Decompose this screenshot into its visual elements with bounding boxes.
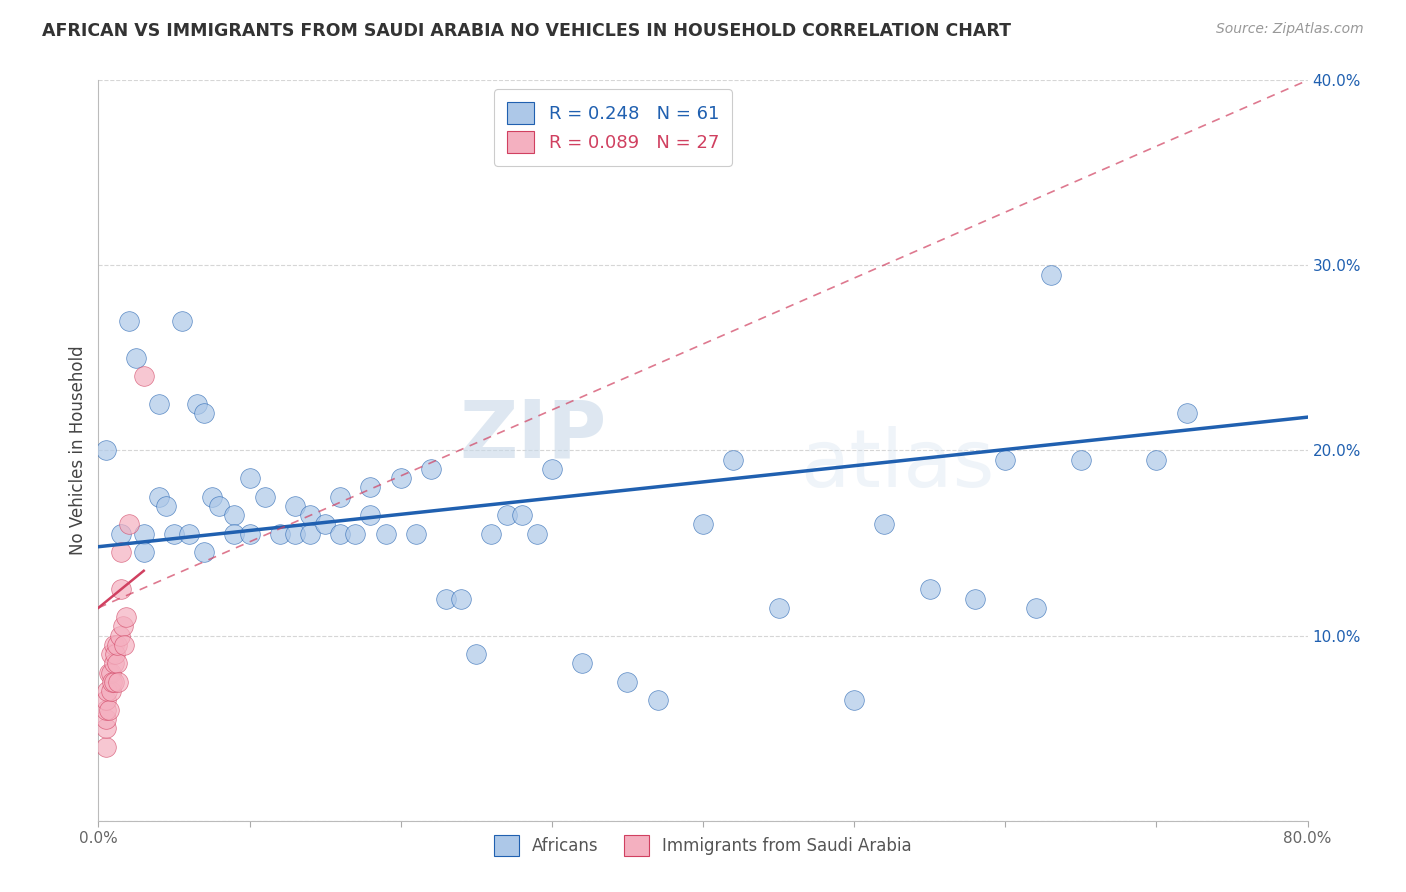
Immigrants from Saudi Arabia (94, 703, 117, 717)
Immigrants from Saudi Arabia (107, 674, 129, 689)
Africans (495, 508, 517, 523)
Africans (224, 508, 246, 523)
Africans (481, 526, 503, 541)
Immigrants from Saudi Arabia (110, 545, 132, 559)
Africans (193, 407, 215, 421)
Africans (148, 490, 170, 504)
Africans (314, 517, 336, 532)
Africans (224, 526, 246, 541)
Immigrants from Saudi Arabia (96, 684, 118, 698)
Africans (526, 526, 548, 541)
Africans (540, 462, 562, 476)
Legend: Africans, Immigrants from Saudi Arabia: Africans, Immigrants from Saudi Arabia (485, 827, 921, 864)
Africans (965, 591, 987, 606)
Africans (118, 314, 141, 328)
Africans (389, 471, 412, 485)
Immigrants from Saudi Arabia (101, 674, 124, 689)
Immigrants from Saudi Arabia (103, 674, 125, 689)
Africans (647, 693, 669, 707)
Africans (201, 490, 224, 504)
Immigrants from Saudi Arabia (105, 638, 128, 652)
Africans (723, 452, 745, 467)
Africans (994, 452, 1017, 467)
Africans (873, 517, 896, 532)
Immigrants from Saudi Arabia (94, 721, 117, 735)
Africans (360, 508, 382, 523)
Text: AFRICAN VS IMMIGRANTS FROM SAUDI ARABIA NO VEHICLES IN HOUSEHOLD CORRELATION CHA: AFRICAN VS IMMIGRANTS FROM SAUDI ARABIA … (42, 22, 1011, 40)
Immigrants from Saudi Arabia (118, 517, 141, 532)
Africans (299, 526, 322, 541)
Immigrants from Saudi Arabia (112, 638, 135, 652)
Africans (405, 526, 427, 541)
Immigrants from Saudi Arabia (108, 628, 131, 642)
Africans (1024, 600, 1046, 615)
Africans (132, 526, 155, 541)
Africans (179, 526, 201, 541)
Immigrants from Saudi Arabia (98, 703, 121, 717)
Africans (132, 545, 155, 559)
Africans (420, 462, 443, 476)
Immigrants from Saudi Arabia (103, 657, 125, 671)
Africans (110, 526, 132, 541)
Africans (344, 526, 367, 541)
Africans (193, 545, 215, 559)
Africans (329, 490, 352, 504)
Africans (155, 499, 177, 513)
Immigrants from Saudi Arabia (103, 638, 125, 652)
Africans (170, 314, 193, 328)
Africans (94, 443, 117, 458)
Africans (239, 526, 262, 541)
Africans (163, 526, 186, 541)
Africans (692, 517, 714, 532)
Immigrants from Saudi Arabia (100, 665, 122, 680)
Africans (269, 526, 291, 541)
Immigrants from Saudi Arabia (98, 665, 121, 680)
Africans (239, 471, 262, 485)
Immigrants from Saudi Arabia (94, 739, 117, 754)
Africans (1144, 452, 1167, 467)
Africans (918, 582, 941, 597)
Africans (465, 647, 488, 661)
Immigrants from Saudi Arabia (110, 582, 132, 597)
Africans (284, 526, 307, 541)
Africans (844, 693, 866, 707)
Text: atlas: atlas (800, 426, 994, 504)
Africans (571, 657, 593, 671)
Immigrants from Saudi Arabia (100, 684, 122, 698)
Immigrants from Saudi Arabia (100, 647, 122, 661)
Immigrants from Saudi Arabia (94, 712, 117, 726)
Africans (148, 397, 170, 411)
Africans (1175, 407, 1198, 421)
Africans (374, 526, 396, 541)
Immigrants from Saudi Arabia (104, 647, 127, 661)
Immigrants from Saudi Arabia (111, 619, 134, 633)
Africans (253, 490, 276, 504)
Immigrants from Saudi Arabia (114, 610, 136, 624)
Africans (186, 397, 208, 411)
Africans (360, 481, 382, 495)
Immigrants from Saudi Arabia (105, 657, 128, 671)
Africans (510, 508, 533, 523)
Africans (1039, 268, 1062, 282)
Africans (125, 351, 148, 365)
Africans (616, 674, 638, 689)
Text: ZIP: ZIP (458, 397, 606, 475)
Africans (284, 499, 307, 513)
Africans (329, 526, 352, 541)
Africans (768, 600, 790, 615)
Immigrants from Saudi Arabia (132, 369, 155, 384)
Immigrants from Saudi Arabia (94, 693, 117, 707)
Africans (299, 508, 322, 523)
Africans (450, 591, 472, 606)
Africans (1070, 452, 1092, 467)
Africans (208, 499, 231, 513)
Africans (434, 591, 457, 606)
Text: Source: ZipAtlas.com: Source: ZipAtlas.com (1216, 22, 1364, 37)
Y-axis label: No Vehicles in Household: No Vehicles in Household (69, 345, 87, 556)
